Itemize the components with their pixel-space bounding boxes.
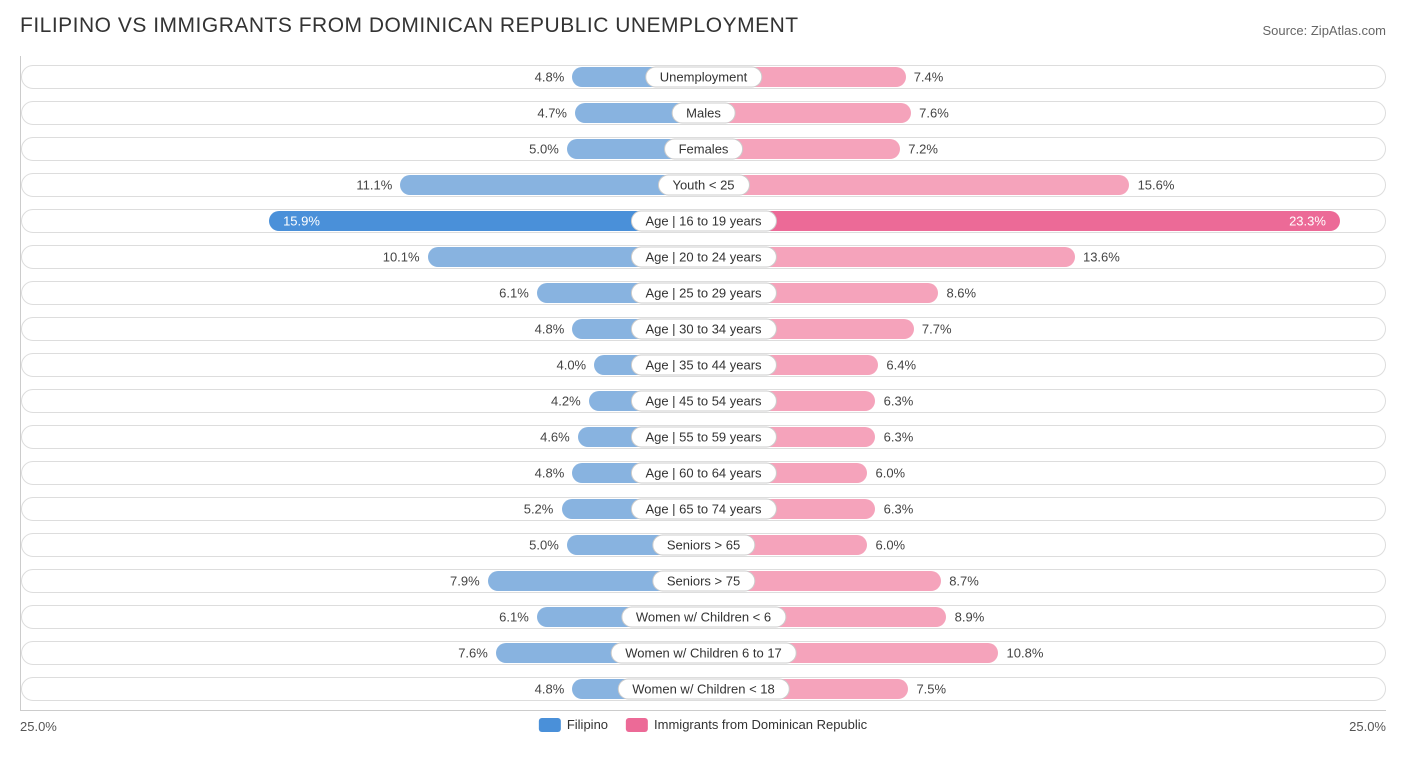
chart-row: 5.0% 7.2% Females: [21, 134, 1386, 164]
chart-row: 4.0% 6.4% Age | 35 to 44 years: [21, 350, 1386, 380]
bar-right: [704, 175, 1130, 195]
chart-row: 4.8% 7.7% Age | 30 to 34 years: [21, 314, 1386, 344]
category-label: Age | 45 to 54 years: [630, 391, 776, 412]
chart-row: 7.6% 10.8% Women w/ Children 6 to 17: [21, 638, 1386, 668]
value-label-left: 4.8%: [535, 322, 565, 337]
category-label: Males: [671, 103, 736, 124]
category-label: Age | 16 to 19 years: [630, 211, 776, 232]
category-label: Age | 30 to 34 years: [630, 319, 776, 340]
chart-row: 4.8% 6.0% Age | 60 to 64 years: [21, 458, 1386, 488]
category-label: Age | 55 to 59 years: [630, 427, 776, 448]
value-label-left: 5.2%: [524, 502, 554, 517]
category-label: Females: [664, 139, 744, 160]
value-label-left: 6.1%: [499, 610, 529, 625]
value-label-right: 10.8%: [1007, 646, 1044, 661]
axis-max-left: 25.0%: [20, 719, 57, 734]
value-label-left: 4.7%: [537, 106, 567, 121]
value-label-right: 15.6%: [1138, 178, 1175, 193]
category-label: Youth < 25: [657, 175, 749, 196]
value-label-left: 4.8%: [535, 466, 565, 481]
chart-source: Source: ZipAtlas.com: [1262, 23, 1386, 38]
value-label-left: 4.8%: [535, 682, 565, 697]
chart-row: 6.1% 8.9% Women w/ Children < 6: [21, 602, 1386, 632]
category-label: Women w/ Children < 18: [617, 679, 789, 700]
chart-row: 4.6% 6.3% Age | 55 to 59 years: [21, 422, 1386, 452]
value-label-right: 7.7%: [922, 322, 952, 337]
value-label-right: 6.0%: [875, 538, 905, 553]
chart-row: 4.7% 7.6% Males: [21, 98, 1386, 128]
value-label-right: 13.6%: [1083, 250, 1120, 265]
value-label-left: 5.0%: [529, 142, 559, 157]
axis-max-right: 25.0%: [1349, 719, 1386, 734]
value-label-left: 4.8%: [535, 70, 565, 85]
chart-row: 15.9% 23.3% Age | 16 to 19 years: [21, 206, 1386, 236]
chart-title: FILIPINO VS IMMIGRANTS FROM DOMINICAN RE…: [20, 14, 799, 38]
chart-row: 6.1% 8.6% Age | 25 to 29 years: [21, 278, 1386, 308]
value-label-right: 7.5%: [916, 682, 946, 697]
value-label-right: 6.3%: [884, 394, 914, 409]
category-label: Age | 35 to 44 years: [630, 355, 776, 376]
value-label-right: 6.3%: [884, 430, 914, 445]
value-label-right: 7.2%: [908, 142, 938, 157]
chart-legend: Filipino Immigrants from Dominican Repub…: [539, 717, 867, 732]
category-label: Age | 65 to 74 years: [630, 499, 776, 520]
category-label: Age | 60 to 64 years: [630, 463, 776, 484]
chart-row: 4.8% 7.4% Unemployment: [21, 62, 1386, 92]
butterfly-chart: 4.8% 7.4% Unemployment 4.7% 7.6% Males 5.0% 7.2…: [20, 56, 1386, 711]
category-label: Women w/ Children 6 to 17: [610, 643, 797, 664]
chart-row: 7.9% 8.7% Seniors > 75: [21, 566, 1386, 596]
chart-footer: 25.0% Filipino Immigrants from Dominican…: [20, 717, 1386, 739]
value-label-right: 8.6%: [946, 286, 976, 301]
value-label-right: 7.4%: [914, 70, 944, 85]
value-label-left: 4.2%: [551, 394, 581, 409]
legend-item-left: Filipino: [539, 717, 608, 732]
chart-row: 5.0% 6.0% Seniors > 65: [21, 530, 1386, 560]
bar-right: [704, 211, 1340, 231]
category-label: Age | 20 to 24 years: [630, 247, 776, 268]
value-label-left: 4.6%: [540, 430, 570, 445]
value-label-right: 6.4%: [886, 358, 916, 373]
category-label: Age | 25 to 29 years: [630, 283, 776, 304]
legend-label-right: Immigrants from Dominican Republic: [654, 717, 867, 732]
chart-row: 10.1% 13.6% Age | 20 to 24 years: [21, 242, 1386, 272]
category-label: Women w/ Children < 6: [621, 607, 786, 628]
value-label-left: 10.1%: [383, 250, 420, 265]
category-label: Seniors > 75: [652, 571, 755, 592]
value-label-left: 11.1%: [356, 178, 392, 193]
legend-swatch-right: [626, 718, 648, 732]
value-label-right: 7.6%: [919, 106, 949, 121]
value-label-right: 8.7%: [949, 574, 979, 589]
chart-row: 4.8% 7.5% Women w/ Children < 18: [21, 674, 1386, 704]
category-label: Seniors > 65: [652, 535, 755, 556]
value-label-left: 4.0%: [556, 358, 586, 373]
chart-row: 11.1% 15.6% Youth < 25: [21, 170, 1386, 200]
value-label-left: 6.1%: [499, 286, 529, 301]
legend-item-right: Immigrants from Dominican Republic: [626, 717, 867, 732]
value-label-left: 5.0%: [529, 538, 559, 553]
value-label-right: 23.3%: [1289, 214, 1326, 229]
value-label-left: 15.9%: [283, 214, 320, 229]
chart-row: 5.2% 6.3% Age | 65 to 74 years: [21, 494, 1386, 524]
value-label-right: 6.0%: [875, 466, 905, 481]
chart-header: FILIPINO VS IMMIGRANTS FROM DOMINICAN RE…: [20, 14, 1386, 38]
value-label-left: 7.9%: [450, 574, 480, 589]
chart-row: 4.2% 6.3% Age | 45 to 54 years: [21, 386, 1386, 416]
category-label: Unemployment: [645, 67, 762, 88]
value-label-right: 6.3%: [884, 502, 914, 517]
value-label-left: 7.6%: [458, 646, 488, 661]
value-label-right: 8.9%: [955, 610, 985, 625]
legend-swatch-left: [539, 718, 561, 732]
legend-label-left: Filipino: [567, 717, 608, 732]
